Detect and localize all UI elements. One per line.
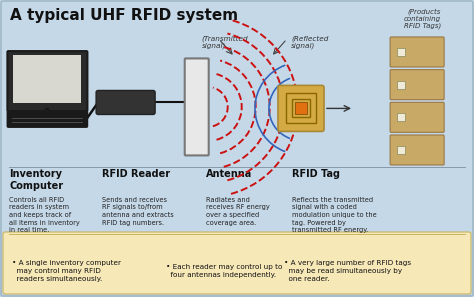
FancyBboxPatch shape bbox=[185, 59, 209, 155]
Text: (Reflected
signal): (Reflected signal) bbox=[291, 35, 328, 49]
Text: Inventory
Computer: Inventory Computer bbox=[9, 169, 64, 191]
FancyBboxPatch shape bbox=[397, 113, 405, 121]
FancyBboxPatch shape bbox=[390, 37, 444, 67]
FancyBboxPatch shape bbox=[397, 146, 405, 154]
Text: A typical UHF RFID system: A typical UHF RFID system bbox=[10, 8, 238, 23]
Text: • A very large number of RFID tags
  may be read simultaneously by
  one reader.: • A very large number of RFID tags may b… bbox=[284, 260, 411, 282]
FancyBboxPatch shape bbox=[13, 55, 82, 103]
Text: (Transmitted
signal): (Transmitted signal) bbox=[202, 35, 248, 49]
Text: • A single inventory computer
  may control many RFID
  readers simultaneously.: • A single inventory computer may contro… bbox=[12, 260, 121, 282]
Text: Antenna: Antenna bbox=[206, 169, 253, 179]
FancyBboxPatch shape bbox=[96, 91, 155, 114]
FancyBboxPatch shape bbox=[397, 48, 405, 56]
FancyBboxPatch shape bbox=[390, 102, 444, 132]
FancyBboxPatch shape bbox=[8, 51, 87, 111]
Text: RFID Tag: RFID Tag bbox=[292, 169, 339, 179]
Text: Reflects the transmitted
signal with a coded
modulation unique to the
tag. Power: Reflects the transmitted signal with a c… bbox=[292, 197, 376, 233]
FancyBboxPatch shape bbox=[390, 135, 444, 165]
FancyBboxPatch shape bbox=[295, 102, 307, 114]
FancyBboxPatch shape bbox=[390, 69, 444, 100]
Text: RFID Reader: RFID Reader bbox=[102, 169, 170, 179]
Text: • Each reader may control up to
  four antennas independently.: • Each reader may control up to four ant… bbox=[166, 264, 283, 278]
FancyBboxPatch shape bbox=[278, 86, 324, 131]
Text: (Products
containing
RFID Tags): (Products containing RFID Tags) bbox=[404, 8, 441, 29]
FancyBboxPatch shape bbox=[3, 232, 471, 294]
FancyBboxPatch shape bbox=[397, 81, 405, 89]
Text: Sends and receives
RF signals to/from
antenna and extracts
RFID tag numbers.: Sends and receives RF signals to/from an… bbox=[102, 197, 173, 225]
Text: Controls all RFID
readers in system
and keeps track of
all items in inventory
in: Controls all RFID readers in system and … bbox=[9, 197, 80, 233]
FancyBboxPatch shape bbox=[8, 111, 87, 127]
Text: Radiates and
receives RF energy
over a specified
coverage area.: Radiates and receives RF energy over a s… bbox=[206, 197, 270, 225]
